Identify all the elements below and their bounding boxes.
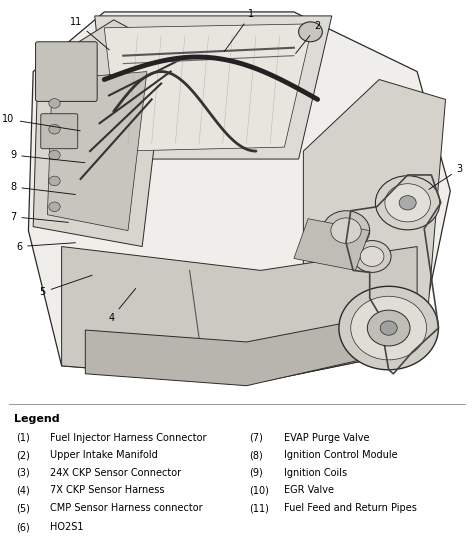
Text: (11): (11) (249, 503, 269, 513)
Polygon shape (47, 71, 147, 230)
Text: Upper Intake Manifold: Upper Intake Manifold (50, 451, 157, 460)
Circle shape (353, 241, 391, 272)
Text: Ignition Coils: Ignition Coils (284, 468, 347, 478)
Text: 11: 11 (70, 17, 109, 50)
Circle shape (360, 247, 384, 266)
Text: EGR Valve: EGR Valve (284, 485, 334, 496)
Polygon shape (33, 20, 166, 247)
Text: (2): (2) (17, 451, 30, 460)
Text: 1: 1 (224, 9, 254, 51)
Circle shape (375, 176, 440, 230)
Text: Ignition Control Module: Ignition Control Module (284, 451, 398, 460)
Text: 7: 7 (10, 212, 68, 222)
Text: (7): (7) (249, 433, 263, 443)
Circle shape (49, 124, 60, 134)
Text: 4: 4 (109, 288, 136, 323)
Polygon shape (62, 247, 417, 382)
FancyBboxPatch shape (41, 114, 78, 149)
FancyBboxPatch shape (36, 42, 97, 101)
Circle shape (49, 98, 60, 108)
Text: EVAP Purge Valve: EVAP Purge Valve (284, 433, 370, 443)
Text: CMP Sensor Harness connector: CMP Sensor Harness connector (50, 503, 202, 513)
Circle shape (299, 22, 322, 42)
Text: 6: 6 (16, 241, 75, 252)
Text: Legend: Legend (14, 414, 60, 424)
Circle shape (339, 286, 438, 370)
Text: 5: 5 (39, 275, 92, 297)
Circle shape (380, 321, 397, 335)
Circle shape (351, 296, 427, 360)
Polygon shape (294, 219, 370, 270)
Circle shape (367, 310, 410, 346)
Polygon shape (95, 16, 332, 159)
Text: (6): (6) (17, 522, 30, 532)
Circle shape (49, 202, 60, 212)
Text: (4): (4) (17, 485, 30, 496)
Text: 7X CKP Sensor Harness: 7X CKP Sensor Harness (50, 485, 164, 496)
Circle shape (331, 218, 361, 243)
Circle shape (385, 184, 430, 222)
Polygon shape (104, 24, 313, 151)
Text: 2: 2 (296, 21, 321, 54)
Text: (3): (3) (17, 468, 30, 478)
Circle shape (322, 211, 370, 250)
Text: (9): (9) (249, 468, 263, 478)
Text: 3: 3 (429, 164, 463, 189)
Text: (8): (8) (249, 451, 263, 460)
Circle shape (49, 150, 60, 160)
Text: Fuel Feed and Return Pipes: Fuel Feed and Return Pipes (284, 503, 417, 513)
Text: (5): (5) (17, 503, 30, 513)
Text: Fuel Injector Harness Connector: Fuel Injector Harness Connector (50, 433, 206, 443)
Polygon shape (303, 80, 446, 350)
Text: 24X CKP Sensor Connector: 24X CKP Sensor Connector (50, 468, 181, 478)
Circle shape (49, 176, 60, 186)
Text: 9: 9 (10, 150, 85, 163)
Text: (10): (10) (249, 485, 269, 496)
Polygon shape (28, 12, 450, 382)
Polygon shape (85, 318, 370, 386)
Circle shape (399, 196, 416, 210)
Text: 10: 10 (2, 114, 80, 131)
Text: 8: 8 (10, 182, 75, 195)
Text: HO2S1: HO2S1 (50, 522, 83, 532)
Text: (1): (1) (17, 433, 30, 443)
